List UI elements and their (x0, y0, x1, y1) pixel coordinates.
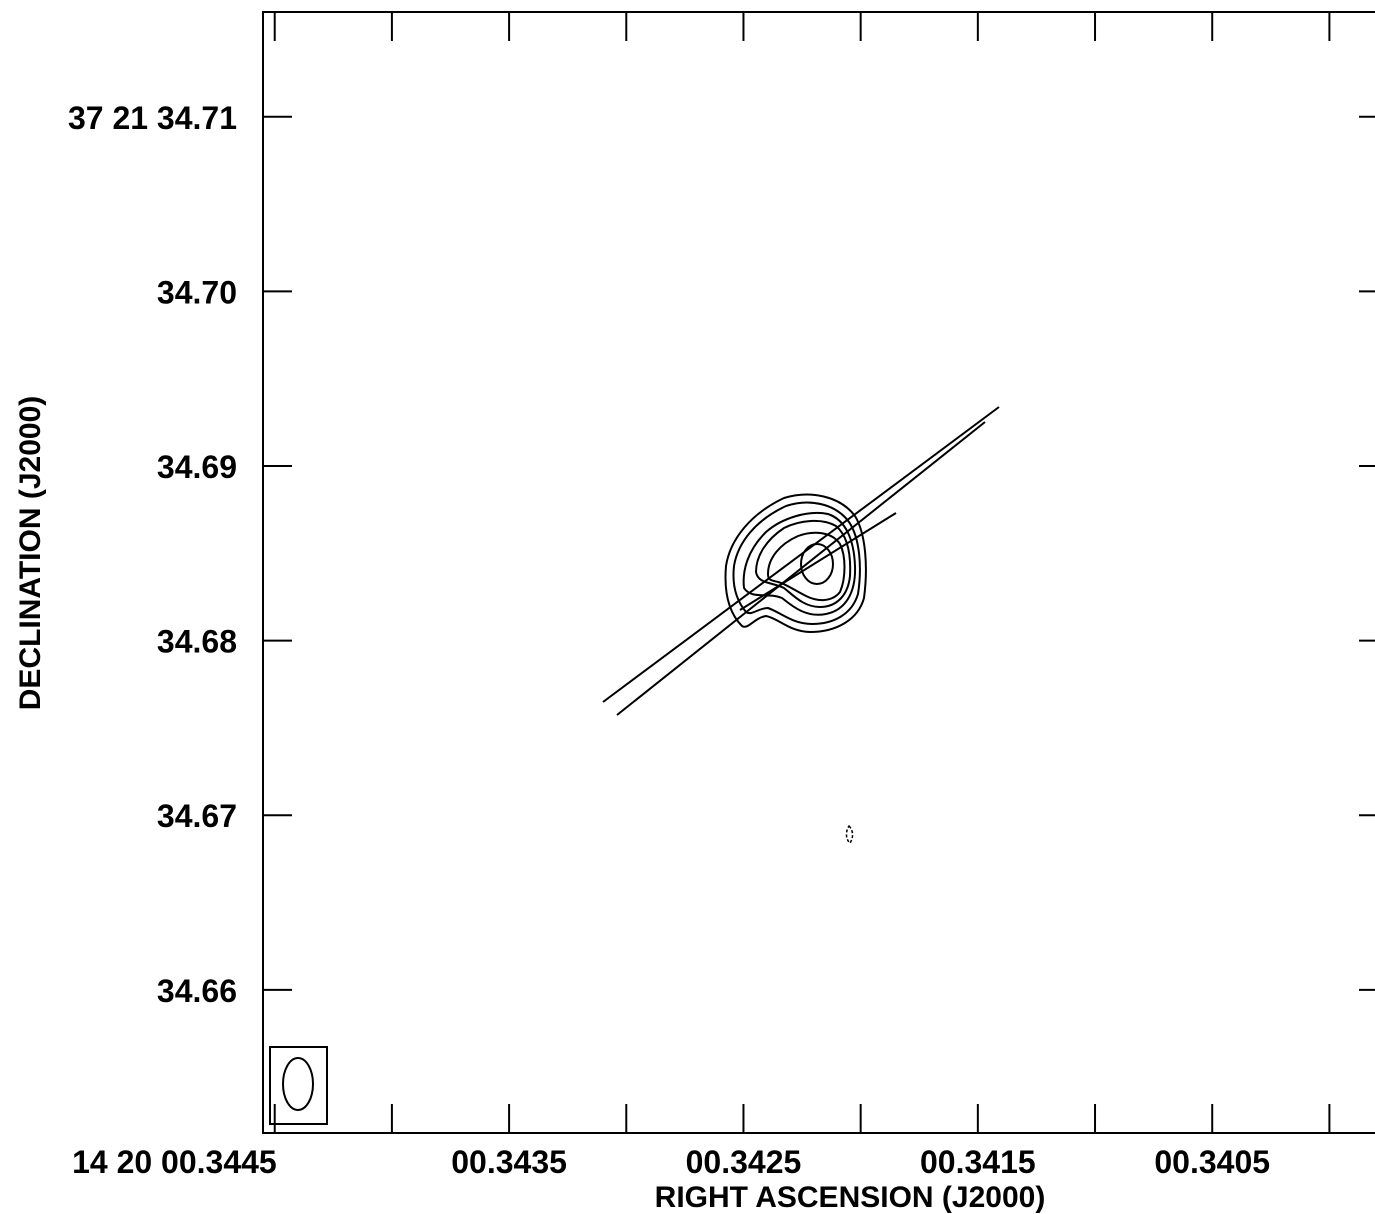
jet-line-2 (616, 421, 986, 716)
contour-level-2 (732, 501, 861, 626)
x-tick-label: 00.3435 (451, 1144, 567, 1180)
jet-lines (602, 406, 1000, 716)
jet-line-1 (602, 406, 1000, 703)
x-tick-label: 14 20 00.3445 (72, 1144, 277, 1180)
contour-level-1 (724, 493, 867, 634)
y-tick-label: 34.68 (157, 624, 237, 660)
x-axis-ticks: 14 20 00.3445 00.3435 00.3425 00.3415 00.340… (72, 12, 1331, 1180)
contour-level-6-peak (800, 543, 834, 585)
plot-frame (262, 11, 1375, 1134)
y-tick-label: 34.69 (157, 449, 237, 485)
x-tick-label: 00.3415 (920, 1144, 1036, 1180)
beam-indicator (269, 1046, 328, 1125)
y-tick-label: 34.70 (157, 274, 237, 310)
beam-box (269, 1046, 328, 1125)
y-tick-label: 34.67 (157, 798, 237, 834)
y-tick-label: 37 21 34.71 (68, 100, 237, 136)
negative-contour (845, 824, 854, 845)
source-contours (724, 493, 867, 634)
contour-level-3 (742, 512, 857, 616)
x-axis-label: RIGHT ASCENSION (J2000) (655, 1181, 1046, 1214)
y-axis-ticks: 37 21 34.71 34.70 34.69 34.68 34.67 34.66 (68, 100, 1375, 1009)
y-tick-label: 34.66 (157, 973, 237, 1009)
contour-level-4 (754, 520, 852, 609)
y-axis-label: DECLINATION (J2000) (14, 396, 47, 711)
jet-line-3 (739, 512, 897, 611)
x-tick-label: 00.3425 (686, 1144, 802, 1180)
beam-ellipse (282, 1057, 314, 1111)
contour-level-5 (766, 531, 846, 602)
x-tick-label: 00.3405 (1154, 1144, 1270, 1180)
